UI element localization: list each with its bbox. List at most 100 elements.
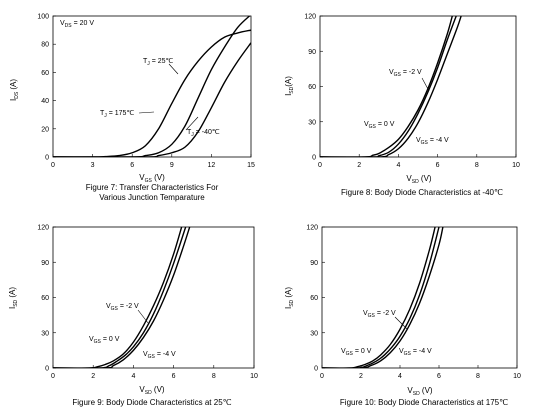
annotation-vgs-minus4: VGS = -4 V bbox=[399, 348, 432, 357]
annotation-vgs-0: VGS = 0 V bbox=[364, 121, 395, 130]
annotation-tj-175: TJ = 175℃ bbox=[100, 110, 134, 119]
y-tick-label: 60 bbox=[310, 295, 318, 302]
series-line-2 bbox=[322, 227, 440, 368]
annotation-vgs-minus2: VGS = -2 V bbox=[389, 69, 422, 78]
y-axis-label: ISD (A) bbox=[284, 287, 295, 309]
plot-frame bbox=[52, 15, 252, 158]
figure-10-caption: Figure 10: Body Diode Characteristics at… bbox=[309, 398, 539, 408]
x-tick-label: 4 bbox=[398, 373, 402, 380]
figure-8-panel: 0 2 4 6 8 10 0 30 60 90 120 ISD(A) VSD (V) VGS = -… bbox=[277, 0, 554, 210]
figure-8-chart: 0 2 4 6 8 10 0 30 60 90 120 ISD(A) VSD (V) VGS = -… bbox=[284, 14, 520, 186]
y-tick-label: 60 bbox=[41, 70, 49, 77]
y-tick-label: 60 bbox=[308, 84, 316, 91]
y-tick-label: 60 bbox=[41, 295, 49, 302]
x-tick-label: 6 bbox=[130, 162, 134, 169]
x-tick-label: 4 bbox=[396, 162, 400, 169]
series-line-1 bbox=[53, 227, 183, 368]
x-tick-label: 6 bbox=[436, 162, 440, 169]
x-tick-label: 6 bbox=[437, 373, 441, 380]
annotation-leader-175 bbox=[138, 111, 155, 114]
annotation-tj-minus40: TJ = -40℃ bbox=[187, 129, 220, 138]
annotation-leader-minus2 bbox=[421, 77, 430, 92]
y-tick-label: 0 bbox=[312, 155, 316, 162]
y-tick-label: 30 bbox=[308, 119, 316, 126]
series-line-3 bbox=[53, 42, 251, 157]
figure-7-caption: Figure 7: Transfer Characteristics For V… bbox=[52, 183, 252, 203]
series-line-3 bbox=[322, 227, 444, 368]
x-tick-label: 0 bbox=[318, 162, 322, 169]
y-tick-label: 30 bbox=[41, 330, 49, 337]
annotation-leader-25 bbox=[168, 63, 179, 75]
x-axis-label: VSD (V) bbox=[139, 385, 165, 396]
x-tick-label: 0 bbox=[320, 373, 324, 380]
y-tick-label: 90 bbox=[41, 260, 49, 267]
x-tick-label: 2 bbox=[357, 162, 361, 169]
y-tick-label: 40 bbox=[41, 98, 49, 105]
series-line-1 bbox=[53, 29, 251, 157]
x-tick-label: 4 bbox=[131, 373, 135, 380]
x-tick-label: 8 bbox=[475, 162, 479, 169]
series-line-3 bbox=[53, 227, 191, 368]
y-axis-label: ISD (A) bbox=[8, 287, 19, 309]
figure-9-panel: 0 2 4 6 8 10 0 30 60 90 120 ISD (A) VSD (V) VGS = … bbox=[0, 210, 277, 419]
figure-7-chart: 0 3 6 9 12 15 0 20 40 60 80 100 IDS (A) VGS (V) VDS… bbox=[9, 14, 255, 185]
series-line-2 bbox=[53, 227, 187, 368]
x-tick-label: 0 bbox=[51, 373, 55, 380]
figure-10-chart: 0 2 4 6 8 10 0 30 60 90 120 ISD (A) VSD (V) VGS = … bbox=[284, 225, 521, 398]
caption-line-1: Figure 7: Transfer Characteristics For bbox=[85, 183, 219, 192]
annotation-vds: VDS = 20 V bbox=[60, 20, 94, 29]
annotation-vgs-0: VGS = 0 V bbox=[341, 348, 372, 357]
x-tick-label: 12 bbox=[208, 162, 216, 169]
annotation-leader-minus2 bbox=[394, 316, 408, 330]
series-line-2 bbox=[320, 16, 457, 157]
caption-line-2: Various Junction Temparature bbox=[99, 193, 205, 202]
caption-line-1: Figure 8: Body Diode Characteristics at … bbox=[341, 188, 503, 197]
y-tick-label: 120 bbox=[306, 225, 318, 232]
y-tick-label: 20 bbox=[41, 126, 49, 133]
figure-10-panel: 0 2 4 6 8 10 0 30 60 90 120 ISD (A) VSD (V) VGS = … bbox=[277, 210, 554, 419]
x-tick-label: 10 bbox=[512, 162, 520, 169]
x-tick-label: 2 bbox=[91, 373, 95, 380]
figure-9-caption: Figure 9: Body Diode Characteristics at … bbox=[52, 398, 252, 408]
annotation-tj-25: TJ = 25℃ bbox=[143, 58, 174, 67]
x-axis-label: VSD (V) bbox=[406, 174, 432, 185]
figure-9-chart: 0 2 4 6 8 10 0 30 60 90 120 ISD (A) VSD (V) VGS = … bbox=[8, 225, 258, 397]
series-line-3 bbox=[320, 16, 462, 157]
figure-7-panel: 0 3 6 9 12 15 0 20 40 60 80 100 IDS (A) VGS (V) VDS… bbox=[0, 0, 277, 210]
plot-frame bbox=[52, 226, 255, 369]
x-tick-label: 15 bbox=[247, 162, 255, 169]
y-axis-label: IDS (A) bbox=[9, 79, 20, 101]
y-tick-label: 120 bbox=[37, 225, 49, 232]
plot-frame bbox=[319, 15, 517, 158]
y-tick-label: 90 bbox=[308, 49, 316, 56]
annotation-vgs-minus2: VGS = -2 V bbox=[363, 310, 396, 319]
annotation-vgs-minus4: VGS = -4 V bbox=[143, 351, 176, 360]
x-tick-label: 10 bbox=[513, 373, 521, 380]
annotation-vgs-minus4: VGS = -4 V bbox=[416, 137, 449, 146]
x-axis-label: VGS (V) bbox=[139, 173, 165, 184]
y-tick-label: 80 bbox=[41, 42, 49, 49]
x-tick-label: 6 bbox=[172, 373, 176, 380]
plot-frame bbox=[321, 226, 518, 369]
y-tick-label: 90 bbox=[310, 260, 318, 267]
y-tick-label: 0 bbox=[45, 155, 49, 162]
caption-line-1: Figure 9: Body Diode Characteristics at … bbox=[72, 398, 232, 407]
caption-line-1: Figure 10: Body Diode Characteristics at… bbox=[339, 398, 509, 407]
x-axis-label: VSD (V) bbox=[407, 386, 433, 397]
series-line-1 bbox=[320, 16, 453, 157]
y-tick-label: 120 bbox=[304, 14, 316, 21]
y-tick-label: 30 bbox=[310, 330, 318, 337]
annotation-leader-minus40 bbox=[185, 116, 199, 131]
y-tick-label: 0 bbox=[314, 366, 318, 373]
figure-8-caption: Figure 8: Body Diode Characteristics at … bbox=[317, 188, 527, 198]
y-tick-label: 100 bbox=[37, 14, 49, 21]
x-tick-label: 9 bbox=[170, 162, 174, 169]
y-tick-label: 0 bbox=[45, 366, 49, 373]
x-tick-label: 3 bbox=[91, 162, 95, 169]
annotation-vgs-minus2: VGS = -2 V bbox=[106, 303, 139, 312]
x-tick-label: 8 bbox=[212, 373, 216, 380]
x-tick-label: 10 bbox=[250, 373, 258, 380]
x-tick-label: 8 bbox=[476, 373, 480, 380]
x-tick-label: 2 bbox=[359, 373, 363, 380]
annotation-vgs-0: VGS = 0 V bbox=[89, 336, 120, 345]
